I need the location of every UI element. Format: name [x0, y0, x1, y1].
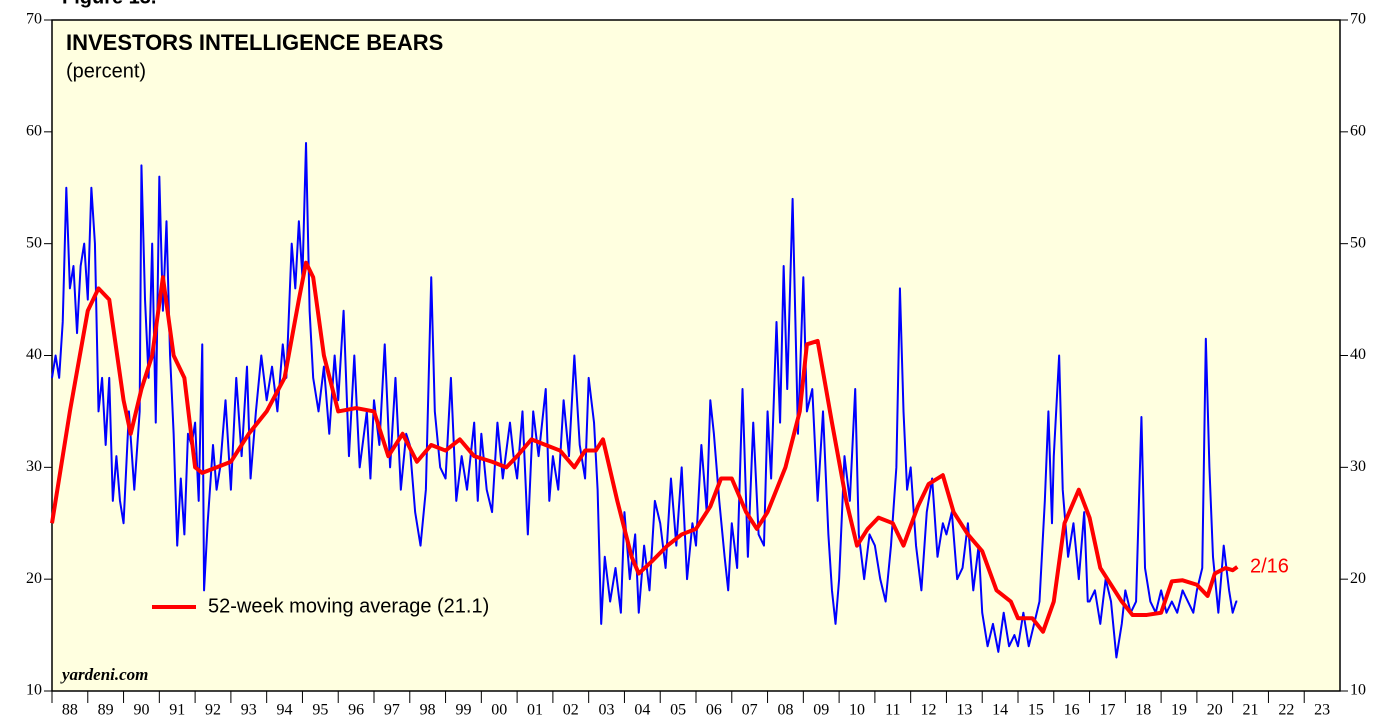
y-tick-label: 40 [1350, 346, 1366, 363]
x-tick-label: 90 [133, 702, 149, 719]
series-line [51, 142, 1238, 659]
x-tick-label: 93 [241, 702, 257, 719]
x-tick-label: 08 [777, 702, 793, 719]
x-tick-label: 12 [921, 702, 937, 719]
x-tick-label: 04 [634, 702, 650, 719]
x-tick-label: 18 [1135, 702, 1151, 719]
x-tick-label: 05 [670, 702, 686, 719]
x-tick-label: 01 [527, 702, 543, 719]
x-tick-label: 22 [1278, 702, 1294, 719]
x-tick-label: 16 [1064, 702, 1080, 719]
y-tick-label: 50 [26, 234, 42, 251]
x-tick-label: 14 [992, 702, 1008, 719]
x-tick-label: 09 [813, 702, 829, 719]
y-tick-label: 20 [26, 570, 42, 587]
x-tick-label: 20 [1207, 702, 1223, 719]
x-tick-label: 00 [491, 702, 507, 719]
chart-subtitle: (percent) [66, 60, 146, 82]
x-tick-label: 89 [98, 702, 114, 719]
x-tick-label: 92 [205, 702, 221, 719]
figure-label: Figure 13. [62, 0, 156, 8]
x-tick-label: 07 [742, 702, 758, 719]
x-tick-label: 10 [849, 702, 865, 719]
y-tick-label: 60 [26, 123, 42, 140]
x-tick-label: 03 [599, 702, 615, 719]
y-tick-label: 70 [1350, 11, 1366, 28]
x-tick-label: 99 [455, 702, 471, 719]
y-tick-label: 30 [1350, 458, 1366, 475]
x-tick-label: 19 [1171, 702, 1187, 719]
x-tick-label: 23 [1314, 702, 1330, 719]
y-tick-label: 10 [1350, 682, 1366, 699]
plot-area [51, 19, 1341, 692]
x-tick-label: 15 [1028, 702, 1044, 719]
x-tick-label: 06 [706, 702, 722, 719]
x-tick-label: 91 [169, 702, 185, 719]
y-tick-label: 30 [26, 458, 42, 475]
chart-title: INVESTORS INTELLIGENCE BEARS [66, 30, 443, 55]
source: yardeni.com [60, 665, 148, 684]
x-tick-label: 21 [1243, 702, 1259, 719]
legend-label: 52-week moving average (21.1) [208, 595, 489, 617]
y-tick-label: 20 [1350, 570, 1366, 587]
x-tick-label: 95 [312, 702, 328, 719]
x-tick-label: 17 [1099, 702, 1115, 719]
y-tick-label: 10 [26, 682, 42, 699]
x-tick-label: 94 [277, 702, 293, 719]
y-tick-label: 40 [26, 346, 42, 363]
x-tick-label: 13 [956, 702, 972, 719]
y-tick-label: 50 [1350, 234, 1366, 251]
x-tick-label: 96 [348, 702, 364, 719]
y-tick-label: 70 [26, 11, 42, 28]
x-tick-label: 98 [420, 702, 436, 719]
x-tick-label: 02 [563, 702, 579, 719]
series-line [50, 260, 1239, 634]
y-tick-label: 60 [1350, 123, 1366, 140]
x-tick-label: 88 [62, 702, 78, 719]
annotation: 2/16 [1250, 555, 1289, 577]
x-tick-label: 11 [885, 702, 900, 719]
x-tick-label: 97 [384, 702, 400, 719]
